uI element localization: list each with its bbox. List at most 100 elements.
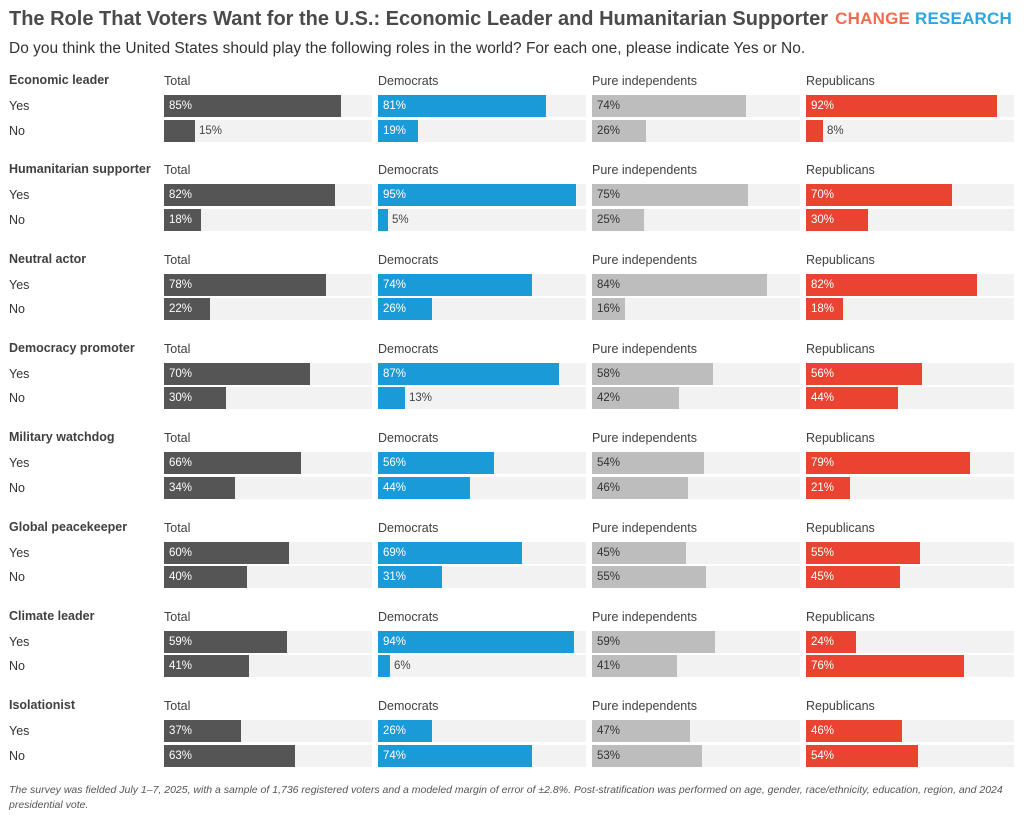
group-label-republicans: Republicans <box>806 609 875 624</box>
value-label: 95% <box>383 189 407 202</box>
value-label: 26% <box>383 725 407 738</box>
value-label: 74% <box>383 749 407 762</box>
bar-track: 30% <box>164 387 372 410</box>
bar-track: 42% <box>592 387 800 410</box>
group-label-pure-independents: Pure independents <box>592 699 697 714</box>
bar-track: 47% <box>592 720 800 743</box>
value-label: 85% <box>169 100 193 112</box>
group-label-democrats: Democrats <box>378 163 439 178</box>
bar-pure-independents-yes <box>592 720 690 743</box>
value-label: 78% <box>169 278 193 291</box>
bar-democrats-no <box>378 208 388 231</box>
bar-track: 70% <box>806 184 1014 207</box>
group-label-pure-independents: Pure independents <box>592 341 697 356</box>
bar-track: 85% <box>164 95 372 117</box>
group-label-total: Total <box>164 252 191 267</box>
bar-track: 13% <box>378 387 586 410</box>
bar-track: 79% <box>806 452 1014 475</box>
bar-track: 74% <box>378 273 586 296</box>
value-label: 55% <box>597 571 621 583</box>
bar-track: 21% <box>806 476 1014 499</box>
bar-total-no <box>164 298 210 321</box>
value-label: 63% <box>169 749 193 762</box>
value-label: 26% <box>383 303 407 316</box>
bar-track: 87% <box>378 362 586 385</box>
bar-track: 82% <box>806 273 1014 296</box>
bar-track: 94% <box>378 630 586 653</box>
group-label-republicans: Republicans <box>806 252 875 267</box>
response-label-yes: Yes <box>9 634 30 649</box>
logo-research-text: RESEARCH <box>914 9 1012 28</box>
response-label-yes: Yes <box>9 277 30 292</box>
bar-track: 59% <box>592 630 800 653</box>
bar-democrats-yes <box>378 541 522 564</box>
bar-republicans-yes <box>806 95 997 117</box>
bar-pure-independents-no <box>592 655 677 678</box>
bar-track: 26% <box>592 119 800 142</box>
value-label: 46% <box>597 481 621 494</box>
bar-democrats-yes <box>378 452 494 475</box>
bar-pure-independents-yes <box>592 630 715 653</box>
group-label-republicans: Republicans <box>806 341 875 356</box>
value-label: 84% <box>597 278 621 291</box>
bar-pure-independents-no <box>592 119 646 142</box>
response-label-yes: Yes <box>9 366 30 381</box>
bar-republicans-no <box>806 566 900 588</box>
bar-republicans-no <box>806 744 918 767</box>
bar-track: 66% <box>164 452 372 475</box>
value-label: 16% <box>597 303 621 316</box>
logo-change-text: CHANGE <box>835 9 911 28</box>
group-label-total: Total <box>164 520 191 535</box>
bar-republicans-yes <box>806 273 977 296</box>
bar-pure-independents-yes <box>592 95 746 117</box>
response-label-no: No <box>9 212 25 227</box>
group-label-democrats: Democrats <box>378 74 439 88</box>
bar-republicans-yes <box>806 720 902 743</box>
bar-republicans-no <box>806 476 850 499</box>
bar-pure-independents-yes <box>592 452 704 475</box>
bar-democrats-yes <box>378 184 576 207</box>
bar-democrats-no <box>378 744 532 767</box>
value-label: 87% <box>383 367 407 380</box>
role-label: Humanitarian supporter <box>9 162 151 177</box>
bar-track: 75% <box>592 184 800 207</box>
bar-track: 46% <box>592 476 800 499</box>
value-label: 59% <box>169 635 193 648</box>
bar-track: 56% <box>378 452 586 475</box>
bar-track: 37% <box>164 720 372 743</box>
role-label: Democracy promoter <box>9 340 135 355</box>
bar-democrats-yes <box>378 95 546 117</box>
response-label-no: No <box>9 570 25 584</box>
response-label-no: No <box>9 659 25 674</box>
bar-track: 81% <box>378 95 586 117</box>
group-label-pure-independents: Pure independents <box>592 431 697 446</box>
bar-track: 74% <box>592 95 800 117</box>
bar-republicans-yes <box>806 452 970 475</box>
value-label: 81% <box>383 100 407 112</box>
bar-total-no <box>164 119 195 142</box>
group-label-pure-independents: Pure independents <box>592 520 697 535</box>
value-label: 70% <box>811 189 835 202</box>
value-label: 22% <box>169 303 193 316</box>
bar-democrats-no <box>378 387 405 410</box>
bar-track: 18% <box>806 298 1014 321</box>
bar-total-no <box>164 387 226 410</box>
group-label-democrats: Democrats <box>378 520 439 535</box>
bar-republicans-yes <box>806 541 920 564</box>
value-label: 5% <box>392 213 409 226</box>
group-label-pure-independents: Pure independents <box>592 252 697 267</box>
bar-pure-independents-no <box>592 476 688 499</box>
value-label: 56% <box>811 367 835 380</box>
bar-republicans-no <box>806 387 898 410</box>
bar-track: 34% <box>164 476 372 499</box>
response-label-yes: Yes <box>9 456 30 471</box>
value-label: 94% <box>383 635 407 648</box>
bar-track: 30% <box>806 208 1014 231</box>
bar-democrats-yes <box>378 720 432 743</box>
bar-democrats-no <box>378 566 442 588</box>
value-label: 42% <box>597 392 621 405</box>
bar-republicans-yes <box>806 630 856 653</box>
value-label: 54% <box>811 749 835 762</box>
value-label: 25% <box>597 213 621 226</box>
bar-track: 69% <box>378 541 586 564</box>
